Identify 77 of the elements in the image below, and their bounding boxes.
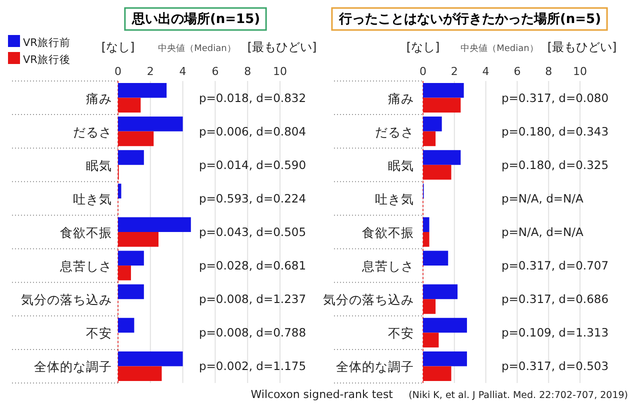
annotation: p=0.008, d=0.788 — [199, 326, 306, 340]
y-tick-label: 痛み — [388, 90, 414, 106]
bar — [118, 318, 134, 333]
x-tick-label: 2 — [146, 65, 154, 78]
annotation: p=0.028, d=0.681 — [199, 258, 306, 273]
bar — [118, 217, 191, 232]
y-tick-label: 息苦しさ — [361, 258, 414, 274]
bar — [423, 284, 458, 300]
x-tick-label: 8 — [244, 65, 252, 78]
x-tick-label: 2 — [450, 65, 458, 78]
annotation: p=0.043, d=0.505 — [199, 225, 306, 239]
y-tick-label: 眠気 — [86, 158, 112, 173]
annotation: p=0.317, d=0.686 — [502, 292, 609, 306]
bar — [423, 250, 448, 266]
y-tick-label: 食欲不振 — [362, 225, 414, 240]
bar — [118, 83, 167, 98]
y-tick-label: 吐き気 — [375, 191, 414, 206]
y-tick-label: 息苦しさ — [59, 258, 112, 274]
x-tick-label: 6 — [212, 65, 219, 78]
x-tick-label: 10 — [573, 65, 587, 78]
annotation: p=N/A, d=N/A — [502, 191, 584, 206]
text: 中央値（Median） — [158, 43, 236, 54]
x-tick-label: 8 — [545, 65, 552, 78]
bar — [423, 318, 467, 333]
x-tick-label: 4 — [179, 65, 186, 78]
y-tick-label: 全体的な調子 — [34, 359, 112, 374]
text: 中央値（Median） — [460, 43, 538, 54]
bar — [118, 284, 144, 300]
annotation: p=0.008, d=1.237 — [199, 292, 306, 306]
x-tick-label: 0 — [114, 65, 122, 78]
annotation: p=0.018, d=0.832 — [199, 90, 306, 105]
x-tick-label: 0 — [420, 65, 426, 78]
y-tick-label: だるさ — [73, 124, 112, 140]
bar — [118, 351, 183, 366]
bar — [423, 217, 430, 232]
annotation: p=0.180, d=0.343 — [502, 124, 609, 138]
bar — [423, 351, 467, 366]
text: [最もひどい] — [547, 40, 617, 54]
text: Wilcoxon signed-rank test — [250, 388, 394, 401]
bar — [118, 250, 144, 266]
y-tick-label: 不安 — [388, 326, 414, 341]
bar — [423, 83, 464, 98]
text: (Niki K, et al. J Palliat. Med. 22:702-707, 2019) — [408, 390, 628, 401]
y-tick-label: だるさ — [375, 124, 414, 140]
text: [なし] — [406, 40, 440, 54]
x-tick-label: 4 — [482, 65, 490, 78]
y-tick-label: 気分の落ち込み — [21, 292, 112, 308]
annotation: p=0.109, d=1.313 — [502, 326, 609, 340]
annotation: p=0.006, d=0.804 — [199, 124, 306, 138]
bar — [118, 116, 183, 132]
y-tick-label: 不安 — [86, 326, 112, 341]
y-tick-label: 吐き気 — [73, 191, 112, 206]
bar — [118, 184, 122, 198]
legend-label: VR旅行後 — [23, 53, 70, 66]
annotation: p=0.317, d=0.707 — [502, 258, 609, 273]
bar — [423, 150, 461, 165]
y-tick-label: 全体的な調子 — [336, 359, 414, 374]
bar — [118, 150, 144, 165]
annotation: p=N/A, d=N/A — [502, 225, 584, 239]
legend-label: VR旅行前 — [23, 36, 70, 49]
annotation: p=0.180, d=0.325 — [502, 158, 609, 172]
annotation: p=0.317, d=0.503 — [502, 359, 609, 374]
y-tick-label: 食欲不振 — [60, 225, 112, 240]
bar — [423, 116, 442, 132]
x-tick-label: 6 — [514, 65, 521, 78]
annotation: p=0.317, d=0.080 — [502, 90, 609, 105]
chart-title: 思い出の場所(n=15) — [130, 11, 260, 27]
annotation: p=0.002, d=1.175 — [199, 359, 306, 374]
y-tick-label: 痛み — [86, 90, 112, 106]
text: [なし] — [101, 40, 135, 54]
annotation: p=0.593, d=0.224 — [199, 191, 306, 206]
y-tick-label: 気分の落ち込み — [323, 292, 414, 308]
chart-title: 行ったことはないが行きたかった場所(n=5) — [338, 11, 602, 27]
x-tick-label: 10 — [273, 65, 287, 78]
annotation: p=0.014, d=0.590 — [199, 158, 306, 172]
text: [最もひどい] — [247, 40, 317, 54]
y-tick-label: 眠気 — [388, 158, 414, 173]
